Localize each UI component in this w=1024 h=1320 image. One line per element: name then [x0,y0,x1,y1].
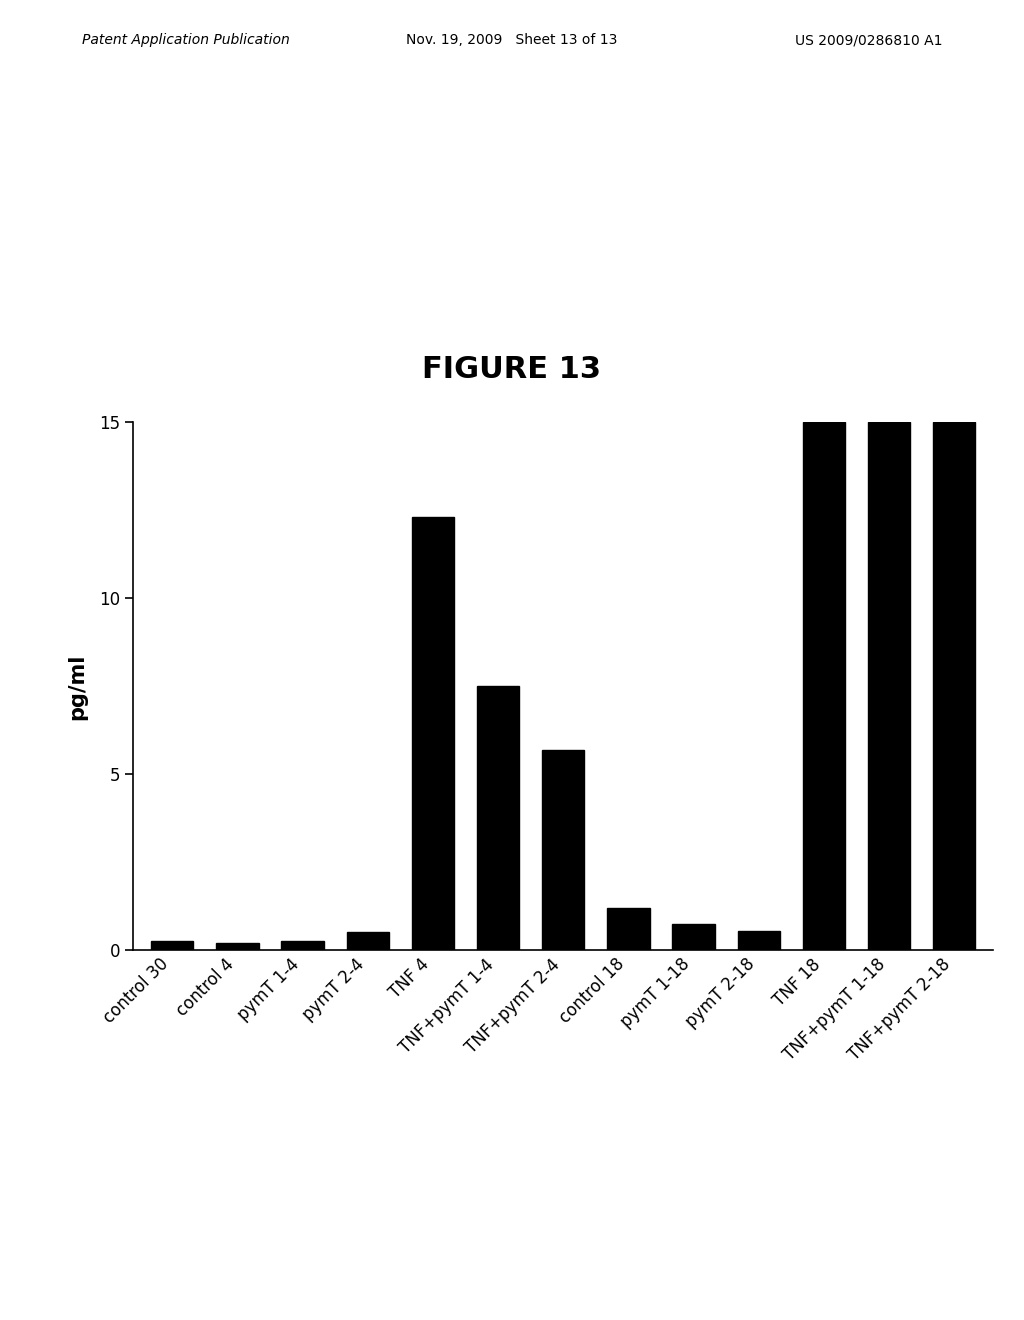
Bar [282,941,324,950]
Bar [412,517,454,950]
Text: Patent Application Publication: Patent Application Publication [82,33,290,48]
Bar [152,941,194,950]
Bar [542,750,585,950]
Bar [673,924,715,950]
Text: US 2009/0286810 A1: US 2009/0286810 A1 [795,33,942,48]
Bar [868,422,910,950]
Bar [607,908,649,950]
Text: FIGURE 13: FIGURE 13 [423,355,601,384]
Bar [346,932,389,950]
Bar [933,422,975,950]
Y-axis label: pg/ml: pg/ml [68,653,88,719]
Text: Nov. 19, 2009   Sheet 13 of 13: Nov. 19, 2009 Sheet 13 of 13 [407,33,617,48]
Bar [737,931,780,950]
Bar [477,686,519,950]
Bar [216,942,258,950]
Bar [803,422,845,950]
